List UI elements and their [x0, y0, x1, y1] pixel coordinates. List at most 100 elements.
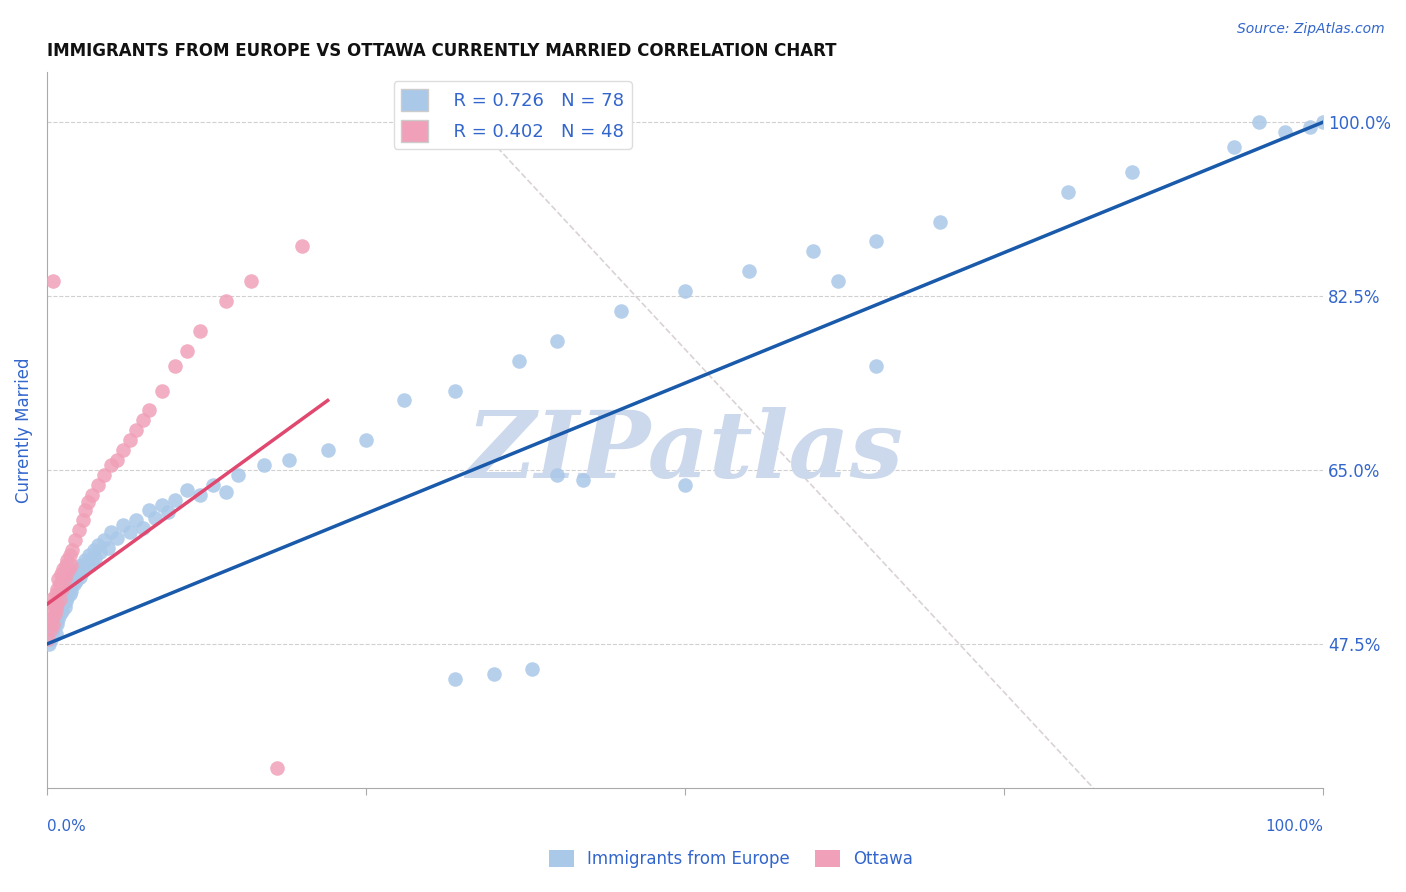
Text: Source: ZipAtlas.com: Source: ZipAtlas.com [1237, 22, 1385, 37]
Point [56, 552, 79, 566]
Point [48, 612, 70, 626]
Point [1121, 165, 1143, 179]
Point [45, 602, 67, 616]
Point [112, 517, 135, 532]
Point [55, 558, 77, 572]
Point [138, 403, 160, 417]
Point [145, 510, 167, 524]
Point [83, 542, 105, 557]
Point [69, 570, 91, 584]
Point [444, 672, 467, 686]
Point [125, 513, 148, 527]
Point [48, 577, 70, 591]
Point [125, 423, 148, 437]
Point [316, 443, 339, 458]
Point [201, 478, 224, 492]
Point [59, 587, 82, 601]
Text: ZIPatlas: ZIPatlas [467, 407, 904, 497]
Point [150, 498, 173, 512]
Point [41, 592, 63, 607]
Point [53, 600, 76, 615]
Point [572, 473, 595, 487]
Point [58, 562, 80, 576]
Point [214, 485, 236, 500]
Point [42, 274, 65, 288]
Point [131, 413, 153, 427]
Point [60, 558, 83, 572]
Point [1223, 140, 1246, 154]
Point [51, 604, 73, 618]
Point [89, 544, 111, 558]
Point [41, 627, 63, 641]
Point [291, 239, 314, 253]
Point [42, 622, 65, 636]
Point [80, 555, 103, 569]
Point [67, 523, 90, 537]
Point [38, 602, 60, 616]
Point [118, 524, 141, 539]
Point [52, 562, 75, 576]
Point [1312, 115, 1334, 129]
Point [394, 393, 416, 408]
Point [46, 582, 69, 597]
Point [240, 274, 263, 288]
Point [76, 495, 98, 509]
Point [929, 214, 952, 228]
Point [48, 607, 70, 622]
Point [112, 443, 135, 458]
Point [62, 542, 84, 557]
Point [157, 505, 180, 519]
Point [49, 567, 72, 582]
Point [46, 602, 69, 616]
Point [176, 483, 198, 497]
Point [60, 584, 83, 599]
Point [354, 434, 377, 448]
Point [65, 574, 87, 589]
Point [45, 607, 67, 622]
Point [84, 550, 107, 565]
Text: IMMIGRANTS FROM EUROPE VS OTTAWA CURRENTLY MARRIED CORRELATION CHART: IMMIGRANTS FROM EUROPE VS OTTAWA CURRENT… [46, 42, 837, 60]
Point [1299, 120, 1322, 134]
Point [865, 235, 887, 249]
Point [41, 612, 63, 626]
Point [105, 531, 128, 545]
Point [865, 359, 887, 373]
Point [93, 533, 115, 547]
Point [46, 597, 69, 611]
Y-axis label: Currently Married: Currently Married [15, 358, 32, 503]
Point [131, 521, 153, 535]
Legend: Immigrants from Europe, Ottawa: Immigrants from Europe, Ottawa [543, 843, 920, 875]
Point [72, 565, 94, 579]
Point [46, 617, 69, 632]
Point [801, 244, 824, 259]
Point [48, 592, 70, 607]
Point [77, 548, 100, 562]
Point [214, 294, 236, 309]
Text: 0.0%: 0.0% [46, 819, 86, 834]
Point [55, 587, 77, 601]
Point [58, 582, 80, 597]
Point [188, 324, 211, 338]
Point [138, 503, 160, 517]
Point [55, 567, 77, 582]
Point [80, 488, 103, 502]
Point [673, 478, 696, 492]
Point [100, 458, 122, 472]
Point [163, 359, 186, 373]
Point [45, 627, 67, 641]
Point [1274, 125, 1296, 139]
Point [93, 468, 115, 483]
Legend:   R = 0.726   N = 78,   R = 0.402   N = 48: R = 0.726 N = 78, R = 0.402 N = 48 [394, 81, 631, 149]
Point [39, 622, 62, 636]
Point [1057, 185, 1080, 199]
Point [610, 304, 633, 318]
Point [49, 597, 72, 611]
Point [673, 284, 696, 298]
Point [63, 567, 86, 582]
Point [59, 577, 82, 591]
Point [55, 594, 77, 608]
Point [45, 587, 67, 601]
Point [48, 573, 70, 587]
Point [163, 492, 186, 507]
Point [56, 591, 79, 605]
